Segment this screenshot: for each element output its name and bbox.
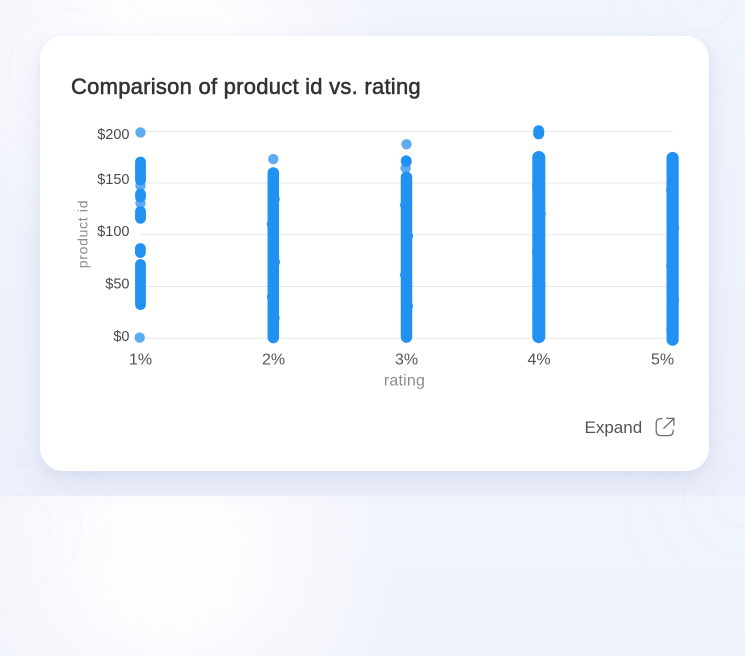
svg-text:5%: 5% [651,352,674,369]
svg-text:3%: 3% [395,352,418,369]
svg-text:rating: rating [384,373,425,390]
svg-text:$150: $150 [97,172,129,188]
svg-text:$200: $200 [97,127,129,143]
svg-text:$50: $50 [105,277,129,293]
svg-text:product id: product id [75,200,91,268]
svg-text:1%: 1% [129,352,152,369]
svg-text:4%: 4% [527,352,550,369]
svg-text:$100: $100 [97,224,129,240]
svg-text:$0: $0 [113,329,129,345]
svg-text:2%: 2% [262,352,285,369]
